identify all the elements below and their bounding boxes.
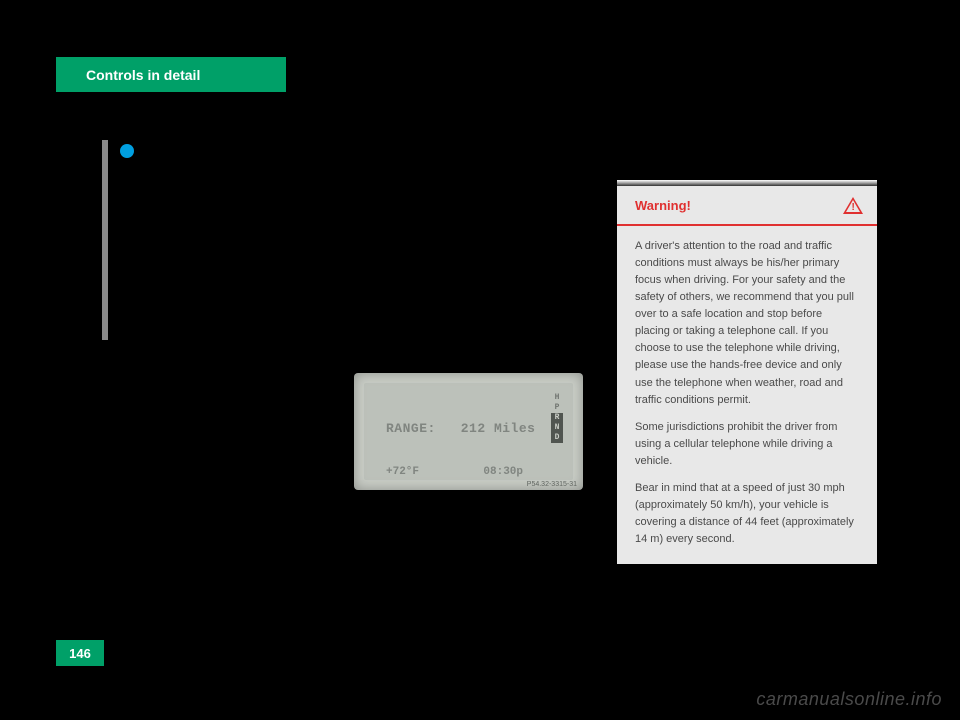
warning-paragraph: A driver's attention to the road and tra… <box>635 238 859 408</box>
margin-indicator-bar <box>102 140 108 340</box>
warning-header: Warning! ! <box>617 186 877 226</box>
gear-h: H <box>551 393 563 403</box>
gear-p: P <box>551 403 563 413</box>
range-label: RANGE: <box>386 421 436 436</box>
gear-indicator-column: H P R N D <box>551 393 563 443</box>
warning-title: Warning! <box>635 196 691 216</box>
display-time: 08:30p <box>483 466 523 478</box>
warning-body: A driver's attention to the road and tra… <box>617 226 877 564</box>
page-number-box: 146 <box>56 640 104 666</box>
gear-r: R <box>551 413 563 423</box>
display-range-readout: RANGE: 212 Miles <box>386 421 535 436</box>
display-temperature: +72°F <box>386 466 419 478</box>
section-title: Controls in detail <box>86 67 200 83</box>
info-dot-icon <box>120 144 134 158</box>
warning-callout-box: Warning! ! A driver's attention to the r… <box>617 180 877 564</box>
vehicle-display-screen: RANGE: 212 Miles H P R N D +72°F 08:30p … <box>354 373 583 490</box>
range-unit: Miles <box>494 421 536 436</box>
gear-n: N <box>551 423 563 433</box>
watermark: carmanualsonline.info <box>756 689 942 710</box>
range-value: 212 <box>461 421 486 436</box>
warning-triangle-icon: ! <box>843 197 863 215</box>
page-number: 146 <box>69 646 91 661</box>
warning-paragraph: Bear in mind that at a speed of just 30 … <box>635 480 859 548</box>
gear-d: D <box>551 433 563 443</box>
warning-paragraph: Some jurisdictions prohibit the driver f… <box>635 419 859 470</box>
display-figure-code: P54.32-3315-31 <box>527 481 577 488</box>
section-header: Controls in detail <box>56 57 286 92</box>
